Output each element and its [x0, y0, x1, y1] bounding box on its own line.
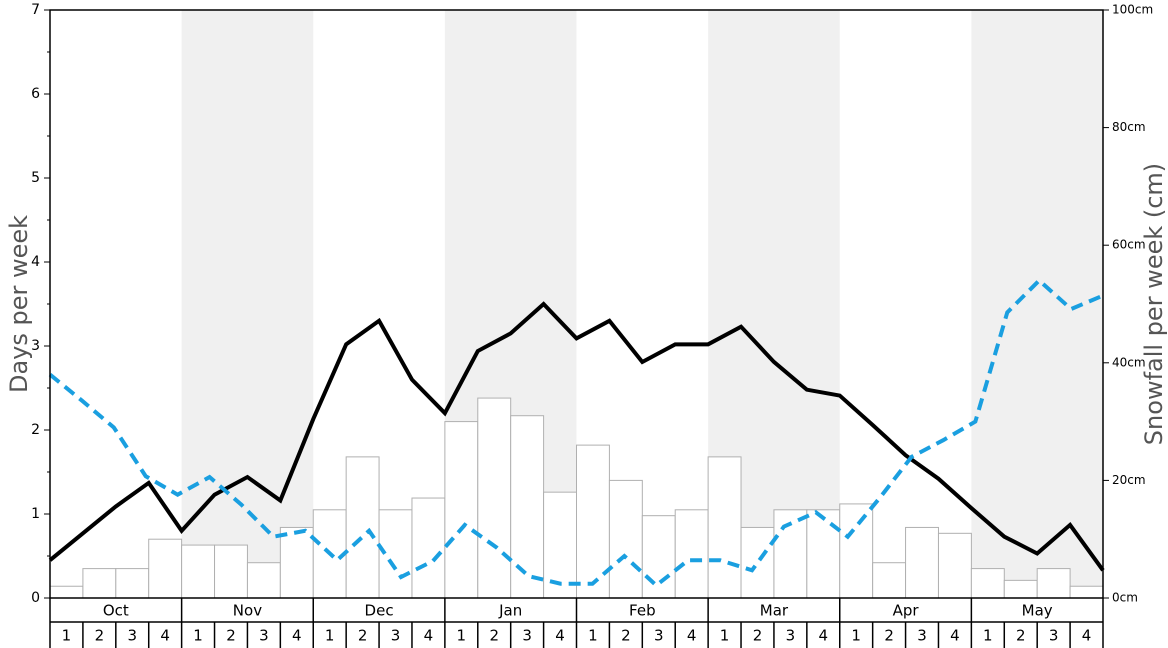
- snowfall-bar: [674, 509, 709, 599]
- month-label: Oct: [103, 602, 129, 620]
- snowfall-bar: [970, 568, 1005, 599]
- snowfall-dashed-line: [48, 277, 1104, 589]
- snowfall-bar: [543, 491, 577, 599]
- week-label: 3: [127, 627, 137, 645]
- month-label-row: Oct Nov Dec Jan Feb Mar Apr May: [49, 598, 1104, 623]
- left-tick-label: 2: [31, 422, 40, 438]
- snowfall-bar: [181, 544, 216, 599]
- week-label: 2: [753, 627, 763, 645]
- snowfall-bar: [1069, 585, 1104, 599]
- snowfall-bar: [641, 515, 676, 599]
- week-label: 1: [983, 627, 993, 645]
- left-axis-title: Days per week: [5, 215, 33, 393]
- right-axis-title: Snowfall per week (cm): [1140, 163, 1168, 445]
- week-label: 3: [1049, 627, 1059, 645]
- snowfall-bar: [148, 538, 183, 599]
- snowfall-bar: [937, 532, 972, 599]
- week-label: 2: [489, 627, 499, 645]
- week-label: 3: [917, 627, 927, 645]
- month-label: Feb: [629, 602, 656, 620]
- month-label: Dec: [365, 602, 394, 620]
- right-tick-label: 100cm: [1112, 3, 1153, 17]
- week-label: 2: [1016, 627, 1026, 645]
- week-label: 4: [292, 627, 302, 645]
- week-label: 1: [457, 627, 467, 645]
- snowfall-bar: [839, 503, 874, 599]
- week-label: 3: [786, 627, 796, 645]
- snowfall-bar: [214, 544, 248, 599]
- snowfall-bar: [510, 415, 545, 599]
- left-tick-label: 4: [31, 254, 40, 270]
- snowfall-bar: [246, 562, 281, 599]
- snowfall-bar: [345, 456, 380, 599]
- week-label: 2: [226, 627, 236, 645]
- snowfall-bar: [707, 456, 742, 599]
- right-tick-label: 20cm: [1112, 473, 1146, 487]
- right-tick-label: 40cm: [1112, 355, 1146, 369]
- snowfall-bar: [444, 421, 479, 599]
- shaded-month-band: [181, 10, 314, 598]
- snowfall-bar: [608, 479, 643, 599]
- month-label: Mar: [760, 602, 789, 620]
- shaded-month-band: [971, 10, 1103, 598]
- week-label: 3: [654, 627, 664, 645]
- month-shading: [181, 10, 1103, 598]
- left-tick-label: 7: [31, 2, 40, 18]
- month-label: May: [1022, 602, 1053, 620]
- week-label: 2: [884, 627, 894, 645]
- snowfall-bar: [82, 568, 117, 599]
- week-label: 1: [720, 627, 730, 645]
- week-label: 4: [687, 627, 697, 645]
- snowfall-bar: [49, 585, 84, 599]
- snowfall-bar: [115, 568, 150, 599]
- snowfall-bar: [477, 397, 512, 599]
- snowfall-bar: [872, 562, 907, 599]
- week-label: 2: [621, 627, 631, 645]
- snowfall-bar: [1003, 579, 1038, 599]
- week-label: 4: [160, 627, 170, 645]
- month-label: Apr: [893, 602, 920, 620]
- week-label: 1: [588, 627, 598, 645]
- left-tick-label: 5: [31, 170, 40, 186]
- month-label: Jan: [498, 602, 522, 620]
- week-label: 4: [424, 627, 434, 645]
- left-axis: 0 1 2 3 4 5 6 7: [31, 2, 50, 606]
- week-label-row: 1 2 3 4 1 2 3 4 1 2 3 4 1 2 3 4 1 2 3 4 1 2 3 4 1 2 3 4 1 2 3 4: [49, 622, 1104, 648]
- left-tick-label: 1: [31, 506, 40, 522]
- left-tick-label: 0: [31, 590, 40, 606]
- right-tick-label: 80cm: [1112, 120, 1146, 134]
- month-label: Nov: [233, 602, 262, 620]
- data-lines: [48, 277, 1105, 589]
- week-label: 1: [193, 627, 203, 645]
- right-axis: 0cm 20cm 40cm 60cm 80cm 100cm: [1103, 3, 1153, 605]
- week-label: 1: [325, 627, 335, 645]
- right-tick-label: 0cm: [1112, 591, 1138, 605]
- week-label: 1: [62, 627, 72, 645]
- week-label: 2: [95, 627, 105, 645]
- week-label: 3: [522, 627, 532, 645]
- week-label: 4: [819, 627, 829, 645]
- right-tick-label: 60cm: [1112, 238, 1146, 252]
- left-tick-label: 3: [31, 338, 40, 354]
- snowfall-bar: [905, 526, 939, 599]
- snowfall-bar: [806, 509, 841, 599]
- week-label: 3: [259, 627, 269, 645]
- snowfall-bar: [740, 526, 775, 599]
- snowfall-bar: [411, 497, 446, 599]
- week-label: 4: [950, 627, 960, 645]
- left-tick-label: 6: [31, 86, 40, 102]
- week-label: 4: [1082, 627, 1092, 645]
- week-label: 4: [555, 627, 565, 645]
- snowfall-bar: [1036, 568, 1071, 599]
- snowfall-bar: [279, 526, 314, 599]
- week-label: 2: [358, 627, 368, 645]
- week-label: 1: [851, 627, 861, 645]
- week-label: 3: [391, 627, 401, 645]
